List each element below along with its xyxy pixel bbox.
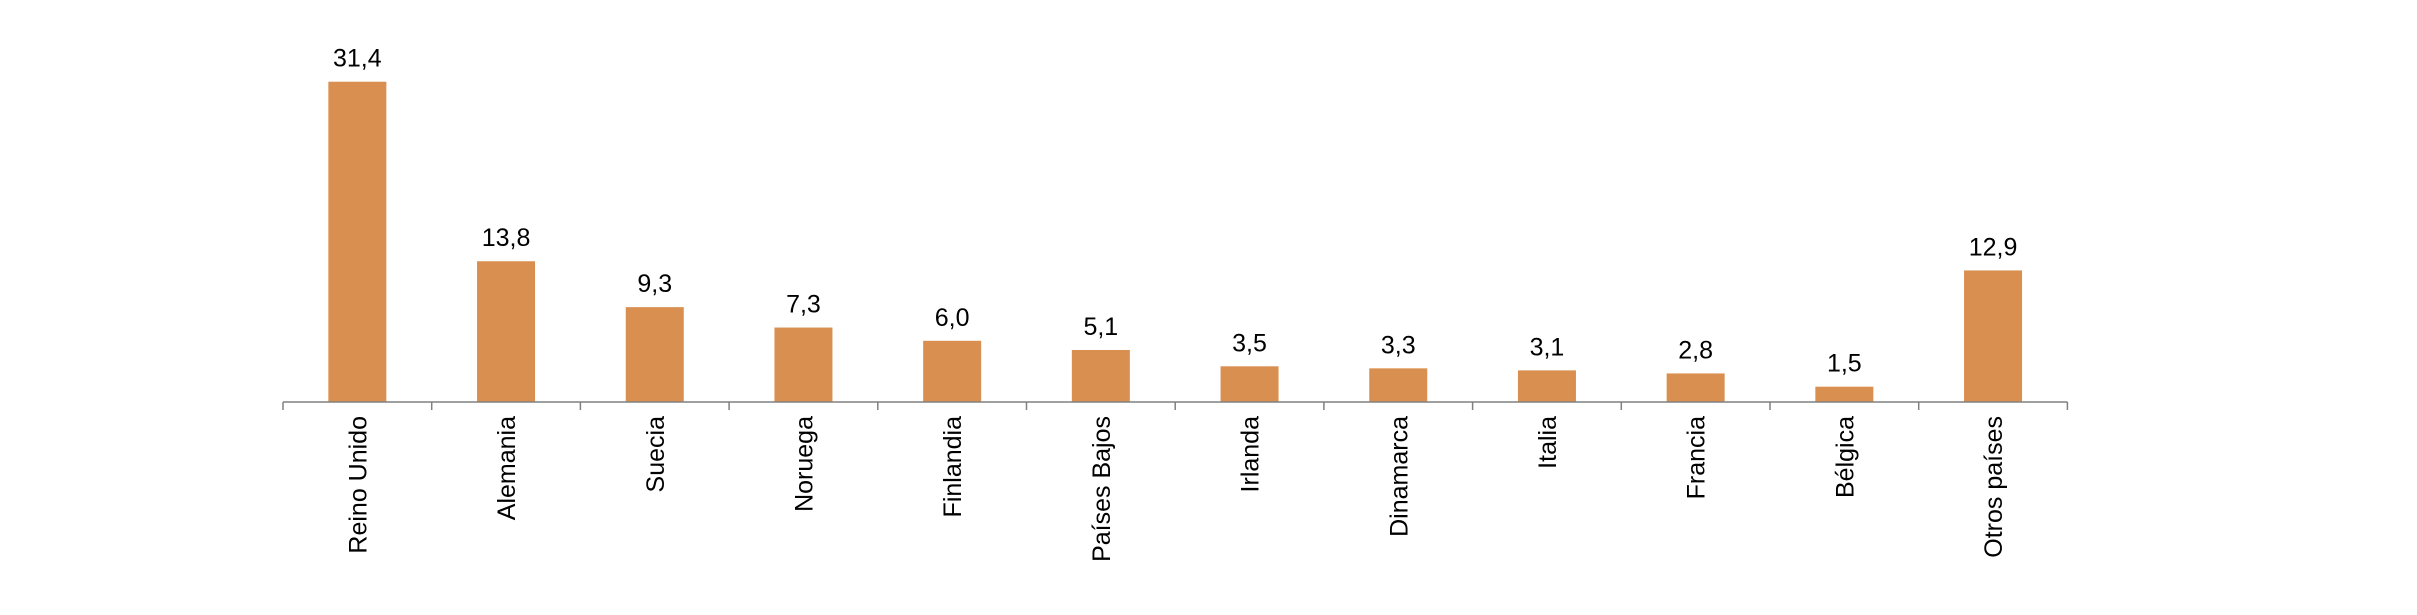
bars-layer xyxy=(328,81,2023,402)
value-label: 31,4 xyxy=(333,45,382,73)
bar xyxy=(1964,270,2023,402)
value-label: 12,9 xyxy=(1969,233,2018,261)
value-label: 9,3 xyxy=(637,270,672,298)
bar xyxy=(328,81,387,402)
value-label: 3,1 xyxy=(1530,333,1565,361)
bar xyxy=(1815,386,1874,402)
value-label: 5,1 xyxy=(1083,313,1118,341)
category-label: Países Bajos xyxy=(1088,416,1116,562)
bar xyxy=(923,340,982,402)
category-label: Noruega xyxy=(790,416,818,512)
bar xyxy=(1517,370,1576,402)
bar xyxy=(1666,373,1725,402)
category-label: Suecia xyxy=(642,416,670,493)
category-label: Reino Unido xyxy=(344,416,372,554)
bar xyxy=(1071,349,1130,402)
x-axis xyxy=(282,401,2069,410)
category-label: Bélgica xyxy=(1831,416,1859,498)
category-label: Italia xyxy=(1534,416,1562,469)
value-label: 6,0 xyxy=(935,304,970,332)
value-label: 2,8 xyxy=(1678,336,1713,364)
value-label: 1,5 xyxy=(1827,350,1862,378)
value-label: 7,3 xyxy=(786,291,821,319)
category-label: Francia xyxy=(1683,416,1711,499)
bar xyxy=(477,261,536,402)
bar xyxy=(1369,368,1428,402)
category-label: Alemania xyxy=(493,416,521,520)
value-label: 3,5 xyxy=(1232,329,1267,357)
bar xyxy=(774,327,833,402)
labels-layer: 31,4 Reino Unido 13,8 Alemania 9,3 Suecia 7,3 N… xyxy=(333,45,2017,562)
category-label: Dinamarca xyxy=(1385,416,1413,537)
category-label: Finlandia xyxy=(939,416,967,518)
category-label: Irlanda xyxy=(1237,416,1265,493)
value-label: 13,8 xyxy=(482,224,531,252)
bar xyxy=(625,307,684,402)
bar xyxy=(1220,366,1279,402)
value-label: 3,3 xyxy=(1381,331,1416,359)
category-label: Otros países xyxy=(1980,416,2008,558)
